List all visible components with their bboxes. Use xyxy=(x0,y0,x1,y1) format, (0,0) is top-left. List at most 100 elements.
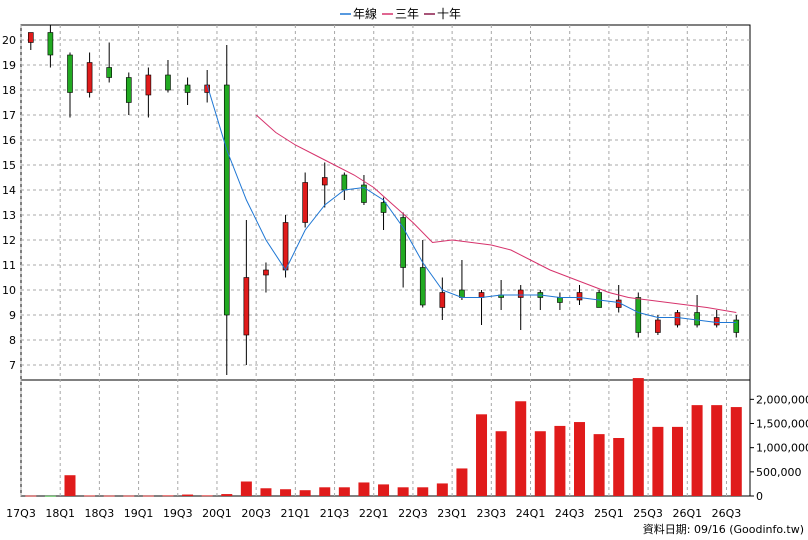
price-tick-label: 17 xyxy=(2,109,16,122)
volume-bar xyxy=(358,482,370,496)
volume-bar xyxy=(64,475,76,496)
line-年線 xyxy=(206,84,737,323)
x-tick-label: 18Q3 xyxy=(85,507,115,520)
candle-body xyxy=(576,292,583,301)
legend: 年線 三年 十年 xyxy=(340,6,461,21)
candle-body xyxy=(302,182,308,223)
candle-body xyxy=(27,32,34,43)
volume-panel xyxy=(20,379,751,497)
candle-body xyxy=(674,312,681,326)
price-tick-label: 19 xyxy=(2,59,16,72)
volume-bar xyxy=(495,431,507,496)
volume-bar xyxy=(44,495,56,497)
volume-bar xyxy=(162,495,174,497)
volume-bar xyxy=(221,494,233,496)
volume-bar xyxy=(338,487,350,496)
volume-bar xyxy=(730,407,742,496)
x-tick-label: 23Q1 xyxy=(437,507,467,520)
price-tick-label: 11 xyxy=(2,259,16,272)
candle-body xyxy=(419,267,426,306)
volume-bar xyxy=(691,405,703,496)
price-tick-label: 12 xyxy=(2,234,16,247)
volume-bar xyxy=(534,431,546,496)
price-tick-label: 13 xyxy=(2,209,16,222)
volume-bar xyxy=(319,487,331,496)
volume-tick-label: 1,000,000 xyxy=(756,442,808,455)
volume-bar xyxy=(476,414,488,496)
price-tick-label: 20 xyxy=(2,34,16,47)
x-tick-label: 25Q3 xyxy=(633,507,663,520)
volume-bar xyxy=(280,489,292,496)
candle-body xyxy=(517,289,524,298)
legend-label: 三年 xyxy=(395,7,419,21)
volume-tick-label: 2,000,000 xyxy=(756,393,808,406)
volume-bar xyxy=(260,488,272,496)
candle-body xyxy=(106,67,112,78)
volume-bar xyxy=(574,422,586,496)
price-tick-label: 15 xyxy=(2,159,16,172)
candle-body xyxy=(557,297,563,303)
x-tick-label: 19Q3 xyxy=(163,507,193,520)
candle-body xyxy=(184,84,191,93)
volume-bar xyxy=(299,490,311,496)
candle-body xyxy=(361,184,367,203)
candle-body xyxy=(47,32,54,56)
volume-bar xyxy=(554,425,566,496)
candle-body xyxy=(341,174,348,191)
candle-body xyxy=(380,202,387,213)
candle-body xyxy=(321,177,328,186)
candle-body xyxy=(713,317,720,326)
candle-body xyxy=(655,319,661,333)
moving-average-lines xyxy=(206,84,737,323)
volume-bar xyxy=(417,487,429,496)
volume-bar xyxy=(201,495,213,497)
volume-bar xyxy=(103,495,115,497)
candle-body xyxy=(125,77,132,103)
price-axis: 7 8 9 10 11 12 13 14 15 16 17 18 19 20 xyxy=(2,34,16,372)
candle-body xyxy=(243,277,250,336)
volume-bars xyxy=(25,378,742,497)
price-tick-label: 14 xyxy=(2,184,16,197)
volume-bar xyxy=(240,481,252,496)
x-tick-label: 24Q1 xyxy=(516,507,546,520)
x-tick-label: 22Q1 xyxy=(359,507,389,520)
candle-body xyxy=(635,297,642,333)
volume-bar xyxy=(515,401,527,496)
volume-tick-label: 0 xyxy=(756,490,763,503)
volume-bar xyxy=(711,405,723,496)
x-tick-label: 25Q1 xyxy=(594,507,624,520)
volume-bar xyxy=(652,426,664,496)
x-tick-label: 19Q1 xyxy=(124,507,154,520)
candle-body xyxy=(67,54,73,93)
x-tick-label: 26Q1 xyxy=(672,507,702,520)
price-tick-label: 18 xyxy=(2,84,16,97)
volume-bar xyxy=(84,495,96,497)
legend-label: 十年 xyxy=(437,7,461,21)
price-tick-label: 8 xyxy=(9,334,16,347)
candle-body xyxy=(478,292,485,298)
volume-bar xyxy=(397,487,409,496)
x-tick-label: 20Q3 xyxy=(241,507,271,520)
volume-bar xyxy=(378,484,390,496)
volume-axis: 0 500,000 1,000,000 1,500,000 2,000,000 xyxy=(750,393,808,503)
candle-body xyxy=(263,269,269,276)
grid xyxy=(20,25,750,496)
volume-bar xyxy=(25,495,37,497)
x-tick-label: 22Q3 xyxy=(398,507,428,520)
x-axis: 17Q3 18Q1 18Q3 19Q1 19Q3 20Q1 20Q3 21Q1 21Q3 22Q1… xyxy=(6,507,741,520)
price-tick-label: 10 xyxy=(2,284,16,297)
x-tick-label: 18Q1 xyxy=(45,507,75,520)
candle-body xyxy=(439,292,446,308)
candle-body xyxy=(694,312,700,326)
volume-bar xyxy=(632,378,644,496)
price-tick-label: 9 xyxy=(9,309,16,322)
candle-body xyxy=(282,222,289,271)
volume-bar xyxy=(456,468,468,496)
price-tick-label: 7 xyxy=(9,359,16,372)
x-tick-label: 21Q3 xyxy=(320,507,350,520)
volume-bar xyxy=(613,438,625,496)
volume-bar xyxy=(436,483,448,496)
candle-body xyxy=(165,74,171,91)
volume-bar xyxy=(593,434,605,496)
